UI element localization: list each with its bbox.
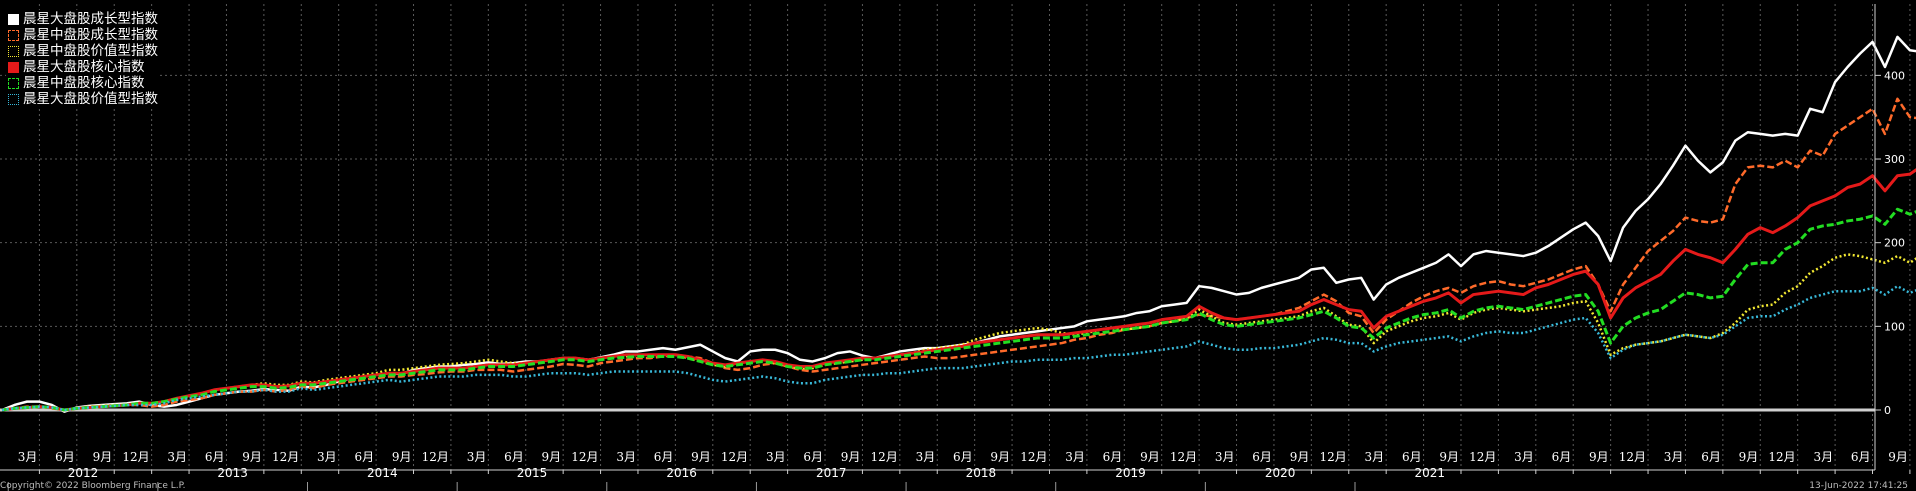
legend-label: 晨星中盘股价值型指数 [23,43,158,59]
series-line [1,284,1916,412]
legend-item: 晨星大盘股价值型指数 [8,91,158,107]
x-month-label: 9月 [1888,450,1908,464]
y-tick-label: 200 [1884,237,1905,250]
legend-swatch [8,29,19,41]
legend-swatch [8,13,19,25]
x-year-label: 2017 [816,466,847,480]
x-year-label: 2018 [966,466,997,480]
x-month-label: 12月 [871,450,898,464]
x-month-label: 6月 [1252,450,1272,464]
x-month-label: 6月 [1103,450,1123,464]
x-month-label: 12月 [1170,450,1197,464]
series-line [1,97,1916,412]
x-month-label: 9月 [691,450,711,464]
x-year-label: 2015 [517,466,548,480]
x-month-label: 6月 [953,450,973,464]
x-month-label: 3月 [1065,450,1085,464]
x-month-label: 9月 [841,450,861,464]
x-month-label: 9月 [1140,450,1160,464]
x-month-label: 12月 [571,450,598,464]
x-month-label: 6月 [1402,450,1422,464]
x-month-label: 12月 [1619,450,1646,464]
legend-item: 晨星大盘股核心指数 [8,59,158,75]
x-year-label: 2021 [1415,466,1446,480]
x-month-label: 3月 [167,450,187,464]
y-tick-label: 400 [1884,69,1905,82]
series-line [1,207,1916,412]
x-month-label: 9月 [392,450,412,464]
x-month-label: 6月 [504,450,524,464]
x-month-label: 3月 [616,450,636,464]
series-line [1,35,1916,413]
x-year-label: 2016 [666,466,697,480]
x-month-label: 6月 [654,450,674,464]
x-month-label: 12月 [422,450,449,464]
x-year-label: 2012 [68,466,99,480]
gridlines [0,4,1911,470]
series-line [1,253,1916,412]
x-year-label: 2014 [367,466,398,480]
x-month-label: 12月 [1319,450,1346,464]
x-month-label: 9月 [1589,450,1609,464]
x-month-label: 9月 [1439,450,1459,464]
x-month-label: 12月 [1020,450,1047,464]
x-month-label: 3月 [1365,450,1385,464]
x-month-label: 6月 [1552,450,1572,464]
legend-swatch [8,77,19,89]
series-line [1,168,1916,412]
x-month-label: 12月 [272,450,299,464]
legend-item: 晨星中盘股成长型指数 [8,27,158,43]
axes: 0 100 200 300 400 3月 6月 9月 12月 3月 6月 9月 12月 3月 6月 9月 12月… [0,4,1911,491]
x-month-label: 3月 [317,450,337,464]
timestamp-text: 13-Jun-2022 17:41:25 [1809,481,1908,491]
x-month-label: 3月 [18,450,38,464]
legend-label: 晨星大盘股核心指数 [23,59,145,75]
x-month-label: 3月 [916,450,936,464]
copyright-text: Copyright© 2022 Bloomberg Finance L.P. [0,481,186,491]
x-month-label: 3月 [1664,450,1684,464]
legend-item: 晨星大盘股成长型指数 [8,11,158,27]
x-month-label: 9月 [542,450,562,464]
x-year-label: 2020 [1265,466,1296,480]
legend-label: 晨星中盘股成长型指数 [23,27,158,43]
y-tick-label: 300 [1884,153,1905,166]
x-month-label: 6月 [205,450,225,464]
x-month-label: 6月 [55,450,75,464]
x-month-label: 3月 [766,450,786,464]
y-tick-label: 100 [1884,320,1905,333]
legend-swatch [8,45,19,57]
x-month-label: 6月 [354,450,374,464]
x-year-label: 2013 [217,466,248,480]
x-month-label: 9月 [1290,450,1310,464]
x-month-label: 12月 [122,450,149,464]
x-month-label: 12月 [1768,450,1795,464]
x-month-label: 3月 [1514,450,1534,464]
legend-label: 晨星大盘股价值型指数 [23,91,158,107]
x-month-label: 6月 [803,450,823,464]
x-month-label: 9月 [1739,450,1759,464]
legend-swatch [8,61,19,73]
x-month-label: 9月 [990,450,1010,464]
x-month-label: 3月 [1215,450,1235,464]
x-month-label: 12月 [1469,450,1496,464]
x-month-label: 9月 [93,450,113,464]
series-lines [1,35,1916,413]
legend-label: 晨星中盘股核心指数 [23,75,145,91]
legend-item: 晨星中盘股价值型指数 [8,43,158,59]
y-tick-label: 0 [1884,404,1891,417]
x-month-label: 9月 [242,450,262,464]
x-year-label: 2019 [1115,466,1146,480]
x-month-label: 6月 [1701,450,1721,464]
legend-swatch [8,93,19,105]
x-month-label: 3月 [1813,450,1833,464]
chart-legend: 晨星大盘股成长型指数 晨星中盘股成长型指数 晨星中盘股价值型指数 晨星大盘股核心指数晨… [6,10,160,108]
x-month-label: 12月 [721,450,748,464]
x-month-label: 6月 [1851,450,1871,464]
legend-label: 晨星大盘股成长型指数 [23,11,158,27]
legend-item: 晨星中盘股核心指数 [8,75,158,91]
x-month-label: 3月 [467,450,487,464]
